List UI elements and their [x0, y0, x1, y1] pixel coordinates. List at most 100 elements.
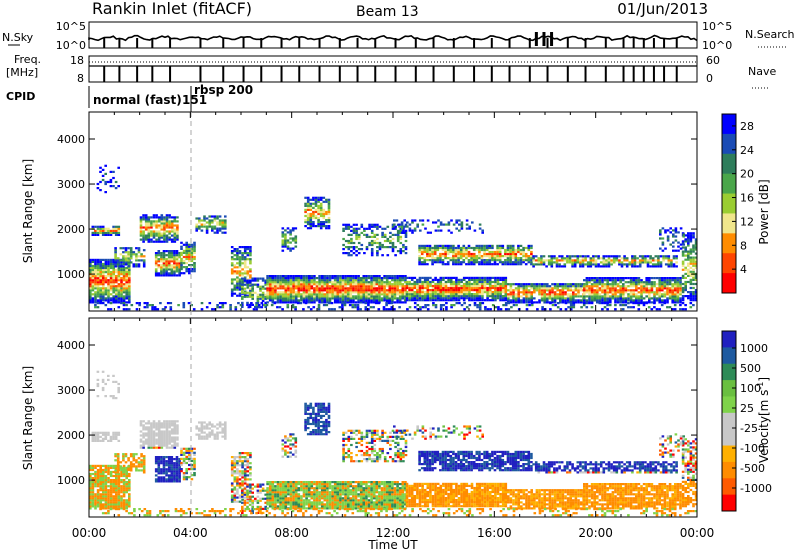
echo-cell [96, 291, 100, 294]
echo-cell [561, 293, 565, 296]
echo-cell [465, 255, 468, 258]
echo-cell [101, 431, 105, 434]
echo-cell [114, 433, 118, 436]
echo-cell [166, 302, 170, 305]
echo-cell [114, 249, 117, 252]
echo-cell [128, 483, 131, 486]
echo-cell [436, 297, 440, 300]
echo-cell [107, 260, 110, 263]
echo-cell [284, 297, 288, 300]
echo-cell [550, 261, 554, 264]
echo-cell [470, 252, 473, 256]
echo-cell [681, 289, 685, 292]
echo-cell [507, 297, 510, 300]
echo-cell [102, 262, 105, 266]
echo-cell [139, 218, 143, 221]
echo-cell [576, 259, 580, 262]
echo-cell [261, 297, 265, 300]
echo-cell [139, 422, 143, 425]
echo-cell [221, 227, 224, 230]
echo-cell [556, 297, 559, 300]
echo-cell [553, 285, 557, 288]
echo-cell [165, 222, 169, 225]
echo-cell [193, 257, 196, 261]
echo-cell [491, 291, 495, 294]
echo-cell [596, 279, 599, 282]
echo-cell [117, 291, 121, 294]
echo-cell [439, 289, 443, 292]
echo-cell [530, 291, 533, 294]
echo-cell [634, 302, 638, 305]
echo-cell [300, 279, 303, 282]
echo-cell [138, 304, 141, 307]
echo-cell [268, 287, 272, 290]
echo-cell [465, 250, 468, 254]
echo-cell [674, 293, 677, 296]
echo-cell [551, 301, 554, 304]
echo-cell [522, 299, 526, 302]
echo-cell [218, 302, 222, 305]
echo-cell [421, 306, 425, 309]
echo-cell [266, 275, 269, 278]
echo-cell [473, 286, 476, 290]
echo-cell [486, 276, 489, 279]
echo-cell [468, 299, 471, 302]
echo-cell [517, 297, 520, 300]
echo-cell [251, 297, 254, 300]
echo-cell [157, 274, 161, 277]
echo-cell [251, 289, 254, 292]
echo-cell [274, 275, 277, 278]
echo-cell [319, 225, 323, 228]
echo-cell [416, 289, 419, 292]
echo-cell [122, 453, 125, 456]
echo-cell [142, 236, 145, 239]
echo-cell [359, 293, 363, 296]
echo-cell [439, 276, 443, 279]
echo-cell [155, 216, 158, 219]
echo-cell [367, 277, 371, 280]
echo-cell [661, 285, 664, 288]
echo-cell [583, 285, 586, 288]
echo-cell [178, 256, 181, 259]
echo-cell [139, 430, 143, 433]
echo-cell [291, 229, 295, 232]
echo-cell [432, 302, 435, 305]
echo-cell [144, 434, 148, 437]
echo-cell [512, 299, 515, 302]
echo-cell [190, 251, 194, 254]
echo-cell [391, 246, 395, 249]
echo-cell [310, 275, 314, 278]
echo-cell [101, 229, 105, 232]
echo-cell [420, 257, 424, 260]
echo-cell [612, 257, 616, 260]
echo-cell [444, 291, 448, 294]
echo-cell [91, 268, 95, 272]
echo-cell [666, 279, 669, 282]
echo-cell [465, 246, 468, 250]
echo-cell [160, 258, 163, 261]
echo-cell [593, 281, 596, 284]
echo-cell [246, 303, 249, 306]
echo-cell [266, 295, 269, 298]
echo-cell [89, 268, 92, 272]
echo-cell [404, 291, 407, 294]
echo-cell [208, 221, 211, 224]
echo-cell [522, 289, 526, 292]
echo-cell [608, 304, 612, 307]
echo-cell [339, 299, 342, 302]
echo-cell [336, 277, 340, 280]
echo-cell [675, 261, 678, 264]
echo-cell [657, 265, 660, 268]
echo-cell [279, 285, 282, 288]
echo-cell [599, 265, 603, 268]
echo-cell [289, 247, 292, 250]
echo-cell [389, 246, 392, 249]
echo-cell [89, 291, 92, 294]
echo-cell [102, 495, 105, 498]
echo-cell [610, 263, 613, 266]
echo-cell [200, 225, 204, 228]
echo-cell [533, 291, 536, 294]
echo-cell [129, 461, 133, 464]
echo-cell [294, 297, 298, 300]
echo-cell [176, 230, 179, 233]
